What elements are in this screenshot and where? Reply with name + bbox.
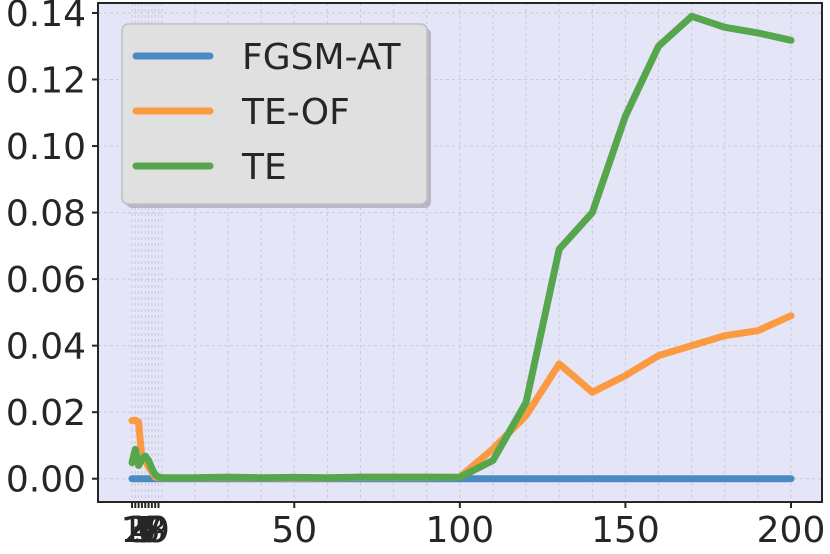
x-tick-label: 1 [121,510,144,551]
x-tick-label: 150 [591,510,660,551]
y-tick-label: 0.12 [6,61,86,102]
grid-lines [98,3,822,502]
legend-label: TE [241,147,287,188]
x-tick-label: 9 [147,510,170,551]
x-tick-label: 5 [134,510,157,551]
x-tick-label: 4 [130,510,153,551]
y-tick-label: 0.14 [6,0,86,35]
legend-box [121,23,428,205]
y-tick-label: 0.02 [6,393,86,434]
legend-label: TE-OF [241,92,350,133]
data-series [128,12,795,483]
x-tick-label: 7 [140,510,163,551]
legend-label: FGSM-AT [242,37,402,78]
y-tick-label: 0.10 [6,127,86,168]
legend: FGSM-AT TE-OF TE [121,23,431,208]
y-tick-label: 0.00 [6,460,86,501]
x-tick-label: 8 [144,510,167,551]
x-tick-label: 3 [127,510,150,551]
y-tick-label: 0.06 [6,260,86,301]
y-tick-label: 0.04 [6,327,86,368]
x-tick-label: 200 [757,510,826,551]
x-tick-label: 6 [137,510,160,551]
series-line-te [128,12,795,482]
y-axis-ticks: 0.00 0.02 0.04 0.06 0.08 0.10 0.12 0.14 [6,0,98,501]
x-tick-label: 50 [271,510,317,551]
x-tick-label: 2 [124,510,147,551]
x-tick-label: 100 [425,510,494,551]
y-tick-label: 0.08 [6,194,86,235]
